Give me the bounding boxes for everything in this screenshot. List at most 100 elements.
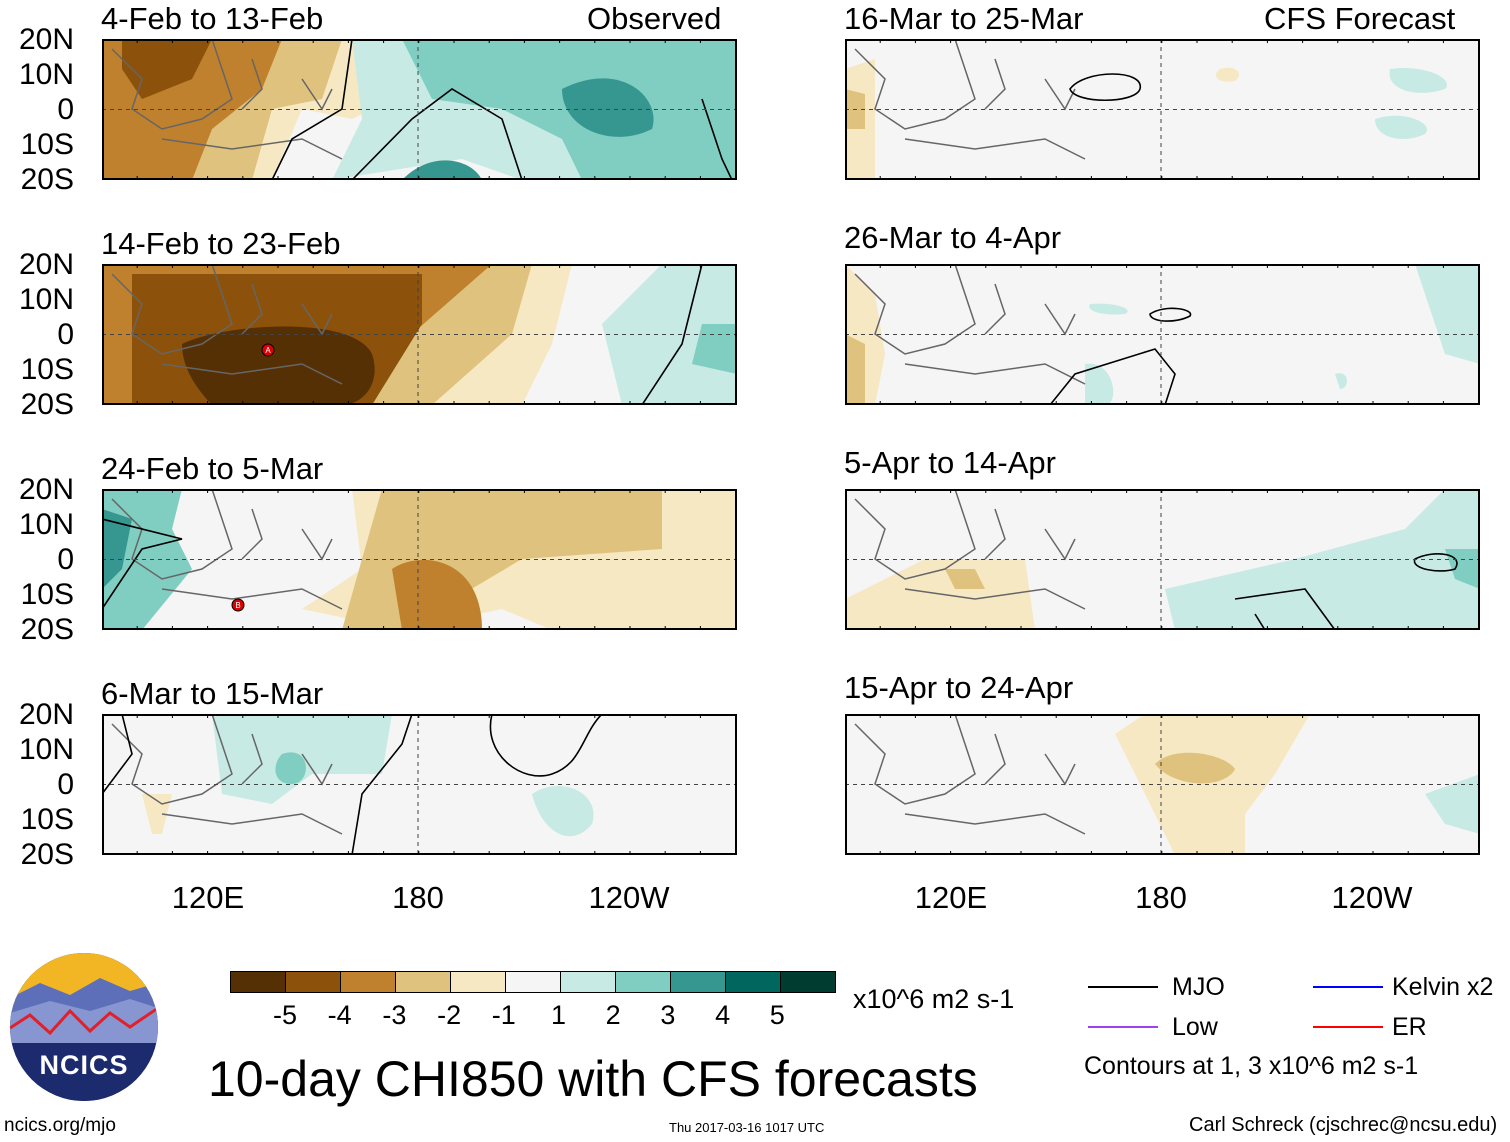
mjo-contour xyxy=(701,98,733,180)
lon-label: 180 xyxy=(1135,880,1187,915)
anomaly-region xyxy=(1165,489,1480,630)
colorbar-swatch xyxy=(615,971,671,993)
anomaly-region xyxy=(692,324,737,374)
lat-label: 10N xyxy=(18,58,74,91)
anomaly-region xyxy=(602,264,737,405)
panel-title: 4-Feb to 13-Feb xyxy=(101,1,324,36)
coastline xyxy=(854,39,1086,160)
anomaly-region xyxy=(1085,363,1114,405)
mjo-contour xyxy=(351,714,413,855)
panel-frame xyxy=(845,714,1480,855)
logo-text: NCICS xyxy=(39,1050,129,1080)
figure-title: 10-day CHI850 with CFS forecasts xyxy=(208,1051,978,1107)
lon-label: 120E xyxy=(171,880,245,915)
colorbar-label: -1 xyxy=(491,1000,516,1030)
mjo-contour xyxy=(489,714,603,777)
map-panel-forecast-4 xyxy=(845,714,1480,855)
mjo-contour xyxy=(271,39,353,180)
anomaly-region xyxy=(1155,752,1235,784)
colorbar-label: 3 xyxy=(660,1000,676,1030)
map-panel-observed-4 xyxy=(102,714,737,855)
lat-label: 20N xyxy=(18,23,74,56)
coastline xyxy=(111,264,343,385)
anomaly-region xyxy=(102,509,132,589)
legend-kelvin-line xyxy=(1313,986,1383,988)
mjo-contour xyxy=(1069,73,1141,102)
storm-marker-label: B xyxy=(235,601,240,610)
anomaly-region xyxy=(1415,264,1480,364)
panel-title: 6-Mar to 15-Mar xyxy=(101,676,324,711)
timestamp: Thu 2017-03-16 1017 UTC xyxy=(669,1120,825,1135)
credit: Carl Schreck (cjschrec@ncsu.edu) xyxy=(1189,1114,1498,1136)
anomaly-region xyxy=(275,752,306,784)
panel-title: 5-Apr to 14-Apr xyxy=(844,445,1056,480)
lat-label: 20S xyxy=(20,388,74,421)
coastline xyxy=(111,489,343,610)
mjo-contour xyxy=(102,518,183,610)
anomaly-region xyxy=(402,160,482,180)
anomaly-region xyxy=(562,78,654,137)
colorbar-swatch xyxy=(340,971,396,993)
coastline xyxy=(111,39,343,160)
mjo-contour xyxy=(1234,588,1336,630)
forecast-label: CFS Forecast xyxy=(1264,1,1456,36)
mjo-contour xyxy=(102,714,133,795)
coastline xyxy=(854,264,1086,385)
lat-label: 20S xyxy=(20,163,74,196)
lat-label: 20N xyxy=(18,698,74,731)
lat-label: 20N xyxy=(18,473,74,506)
legend-er-label: ER xyxy=(1392,1013,1427,1041)
legend-mjo-label: MJO xyxy=(1172,973,1225,1001)
panel-frame xyxy=(102,264,737,405)
panel-frame xyxy=(102,714,737,855)
colorbar-swatch xyxy=(505,971,561,993)
anomaly-region xyxy=(182,326,375,405)
lon-label: 120W xyxy=(1331,880,1413,915)
anomaly-region xyxy=(1215,67,1240,82)
anomaly-region xyxy=(1389,68,1447,93)
panel-frame xyxy=(102,489,737,630)
anomaly-region xyxy=(1425,774,1480,834)
lat-label: 10N xyxy=(18,283,74,316)
colorbar-swatch xyxy=(725,971,781,993)
storm-marker xyxy=(261,343,275,357)
map-panel-observed-1 xyxy=(102,39,737,180)
colorbar-units: x10^6 m2 s-1 xyxy=(853,984,1015,1014)
colorbar-label: -2 xyxy=(437,1000,462,1030)
colorbar-label: 4 xyxy=(715,1000,731,1030)
lat-label: 20N xyxy=(18,248,74,281)
map-panel-observed-2: A xyxy=(102,264,737,405)
panel-title: 24-Feb to 5-Mar xyxy=(101,451,324,486)
coastline xyxy=(854,714,1086,835)
colorbar-label: -4 xyxy=(327,1000,352,1030)
map-panel-forecast-1 xyxy=(845,39,1480,180)
anomaly-region xyxy=(1115,714,1310,855)
lat-label: 10N xyxy=(18,508,74,541)
mjo-contour xyxy=(1049,348,1176,405)
mjo-contour xyxy=(641,264,703,405)
contours-note: Contours at 1, 3 x10^6 m2 s-1 xyxy=(1084,1052,1419,1080)
colorbar-label: 1 xyxy=(550,1000,567,1030)
mjo-contour xyxy=(1254,613,1266,630)
map-panel-forecast-2 xyxy=(845,264,1480,405)
source-url[interactable]: ncics.org/mjo xyxy=(4,1115,116,1136)
anomaly-region xyxy=(845,334,865,405)
colorbar-label: -3 xyxy=(382,1000,407,1030)
storm-marker xyxy=(231,598,245,612)
lat-label: 0 xyxy=(57,768,74,801)
colorbar-swatch xyxy=(395,971,451,993)
legend-low-line xyxy=(1088,1026,1158,1028)
coastline xyxy=(111,714,343,835)
mjo-contour xyxy=(1149,307,1192,322)
map-panel-observed-3: B xyxy=(102,489,737,630)
colorbar-swatch xyxy=(560,971,616,993)
colorbar-label: 5 xyxy=(769,1000,785,1030)
lat-label: 10S xyxy=(20,578,74,611)
colorbar-label: 2 xyxy=(605,1000,621,1030)
coastline xyxy=(854,489,1086,610)
panel-frame xyxy=(845,264,1480,405)
lat-label: 10N xyxy=(18,733,74,766)
anomaly-region xyxy=(1335,373,1347,389)
anomaly-region xyxy=(392,559,482,630)
panel-frame xyxy=(845,39,1480,180)
